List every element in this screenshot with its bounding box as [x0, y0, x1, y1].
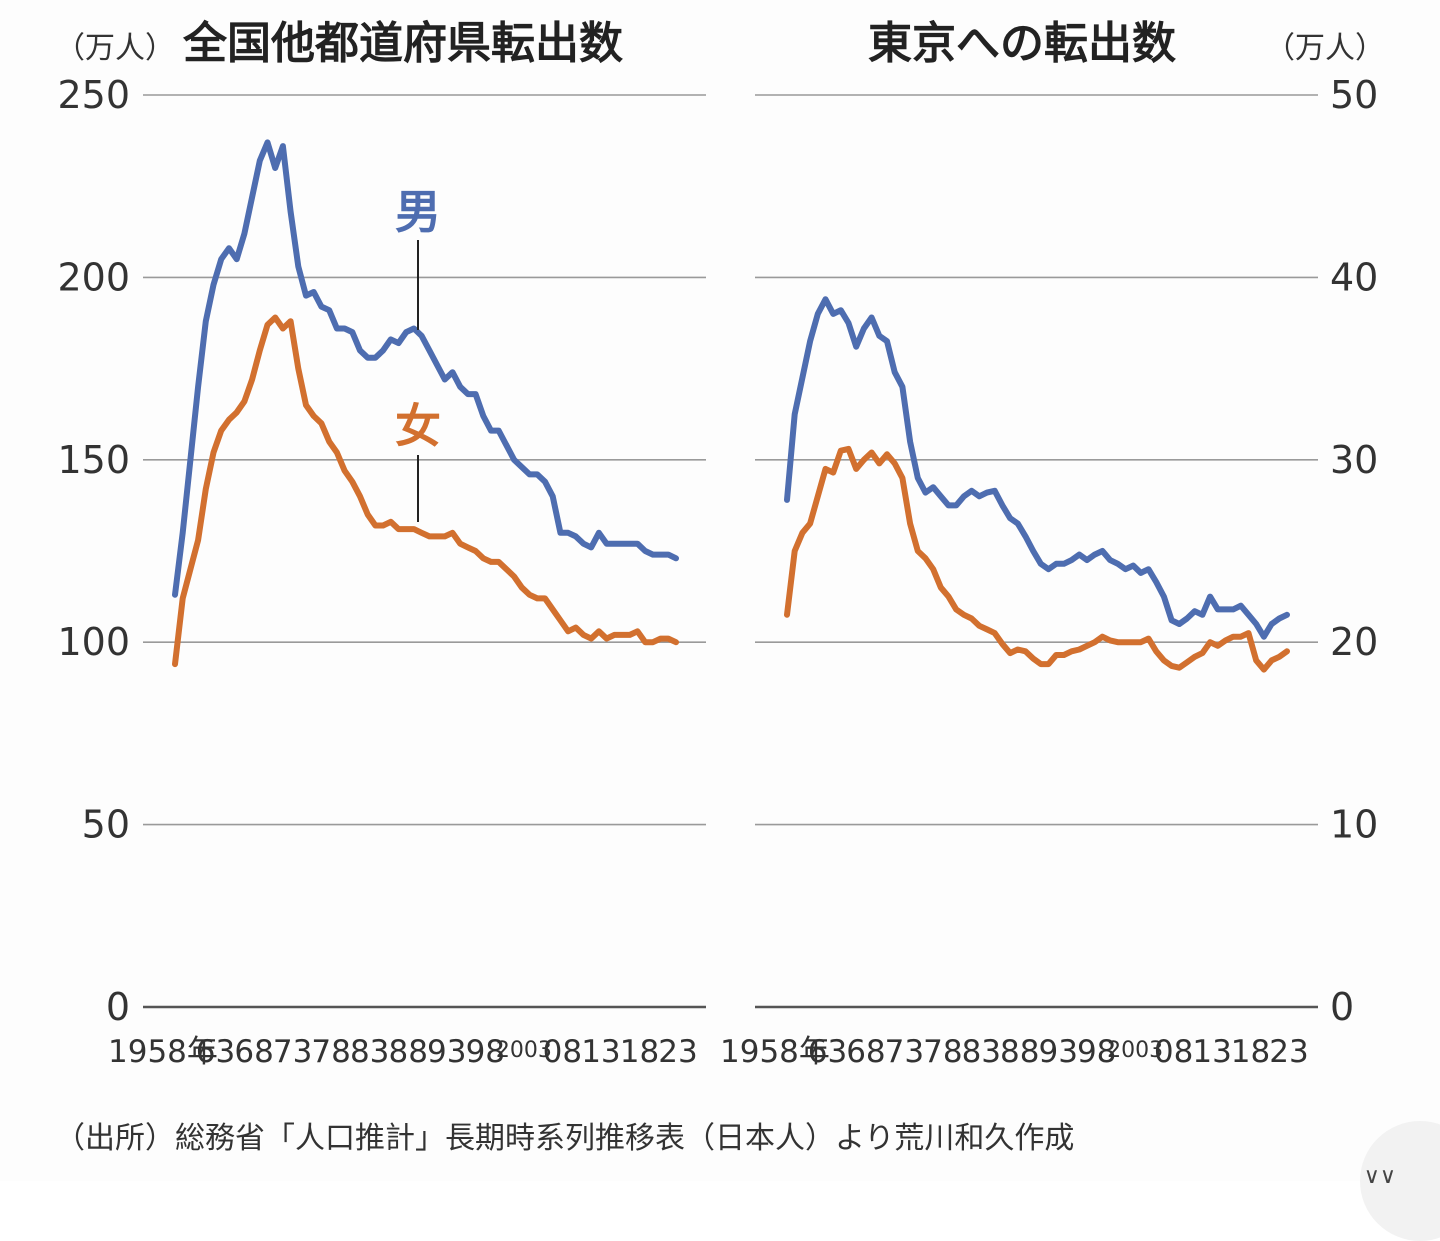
x-tick-label: 98: [466, 1034, 505, 1070]
series-line-male: [784, 296, 1290, 640]
y-tick-label: 10: [1330, 803, 1378, 847]
x-tick-label: 63: [196, 1034, 235, 1070]
y-tick-label: 50: [1330, 73, 1378, 117]
y-tick-label: 40: [1330, 255, 1378, 299]
right-chart-title: 東京への転出数: [868, 18, 1176, 69]
x-tick-label: 93: [427, 1034, 466, 1070]
x-tick-label: 68: [846, 1034, 885, 1070]
x-tick-label: 63: [808, 1034, 847, 1070]
x-tick-label: 08: [1154, 1034, 1193, 1070]
x-tick-label: 13: [581, 1034, 620, 1070]
y-tick-label: 20: [1330, 620, 1378, 664]
y-tick-label: 50: [82, 803, 130, 847]
series-line-female: [172, 314, 679, 668]
x-tick-label: 13: [1192, 1034, 1231, 1070]
x-tick-label: 88: [389, 1034, 428, 1070]
series-label-male: 男: [395, 185, 441, 239]
x-tick-label: 78: [923, 1034, 962, 1070]
y-tick-label: 150: [57, 438, 130, 482]
chevron-down-icon[interactable]: ∨∨: [1363, 1164, 1396, 1189]
x-tick-label: 68: [234, 1034, 273, 1070]
chart-figure: （万人） 全国他都道府県転出数 東京への転出数 （万人） 05010015020…: [55, 18, 1385, 1156]
left-chart-title: 全国他都道府県転出数: [182, 18, 623, 69]
series-label-female: 女: [395, 399, 441, 453]
x-tick-label: 18: [620, 1034, 659, 1070]
x-tick-label: 08: [543, 1034, 582, 1070]
y-tick-label: 0: [1330, 985, 1354, 1029]
y-tick-label: 100: [57, 620, 130, 664]
right-unit-label: （万人）: [1265, 31, 1385, 66]
x-tick-label: 23: [1269, 1034, 1308, 1070]
source-note: （出所）総務省「人口推計」長期時系列推移表（日本人）より荒川和久作成: [55, 1121, 1074, 1156]
x-tick-label: 78: [311, 1034, 350, 1070]
y-tick-label: 0: [106, 985, 130, 1029]
x-tick-label: 98: [1077, 1034, 1116, 1070]
x-tick-label: 2003: [1107, 1038, 1163, 1063]
chart-canvas: （万人） 全国他都道府県転出数 東京への転出数 （万人） 0 50 100 150 20…: [55, 18, 1440, 1241]
x-tick-label: 2003: [496, 1038, 552, 1063]
x-tick-label: 83: [350, 1034, 389, 1070]
y-tick-label: 30: [1330, 438, 1378, 482]
left-unit-label: （万人）: [55, 31, 175, 66]
y-tick-label: 250: [57, 73, 130, 117]
x-tick-label: 18: [1231, 1034, 1270, 1070]
x-tick-label: 1958年: [720, 1034, 830, 1070]
x-tick-label: 73: [885, 1034, 924, 1070]
series-line-female: [784, 445, 1290, 673]
x-tick-label: 1958年: [108, 1034, 218, 1070]
x-tick-label: 73: [273, 1034, 312, 1070]
series-line-male: [172, 139, 679, 598]
x-tick-label: 93: [1039, 1034, 1078, 1070]
x-tick-label: 88: [1000, 1034, 1039, 1070]
x-tick-label: 83: [962, 1034, 1001, 1070]
y-tick-label: 200: [57, 255, 130, 299]
x-tick-label: 23: [658, 1034, 697, 1070]
